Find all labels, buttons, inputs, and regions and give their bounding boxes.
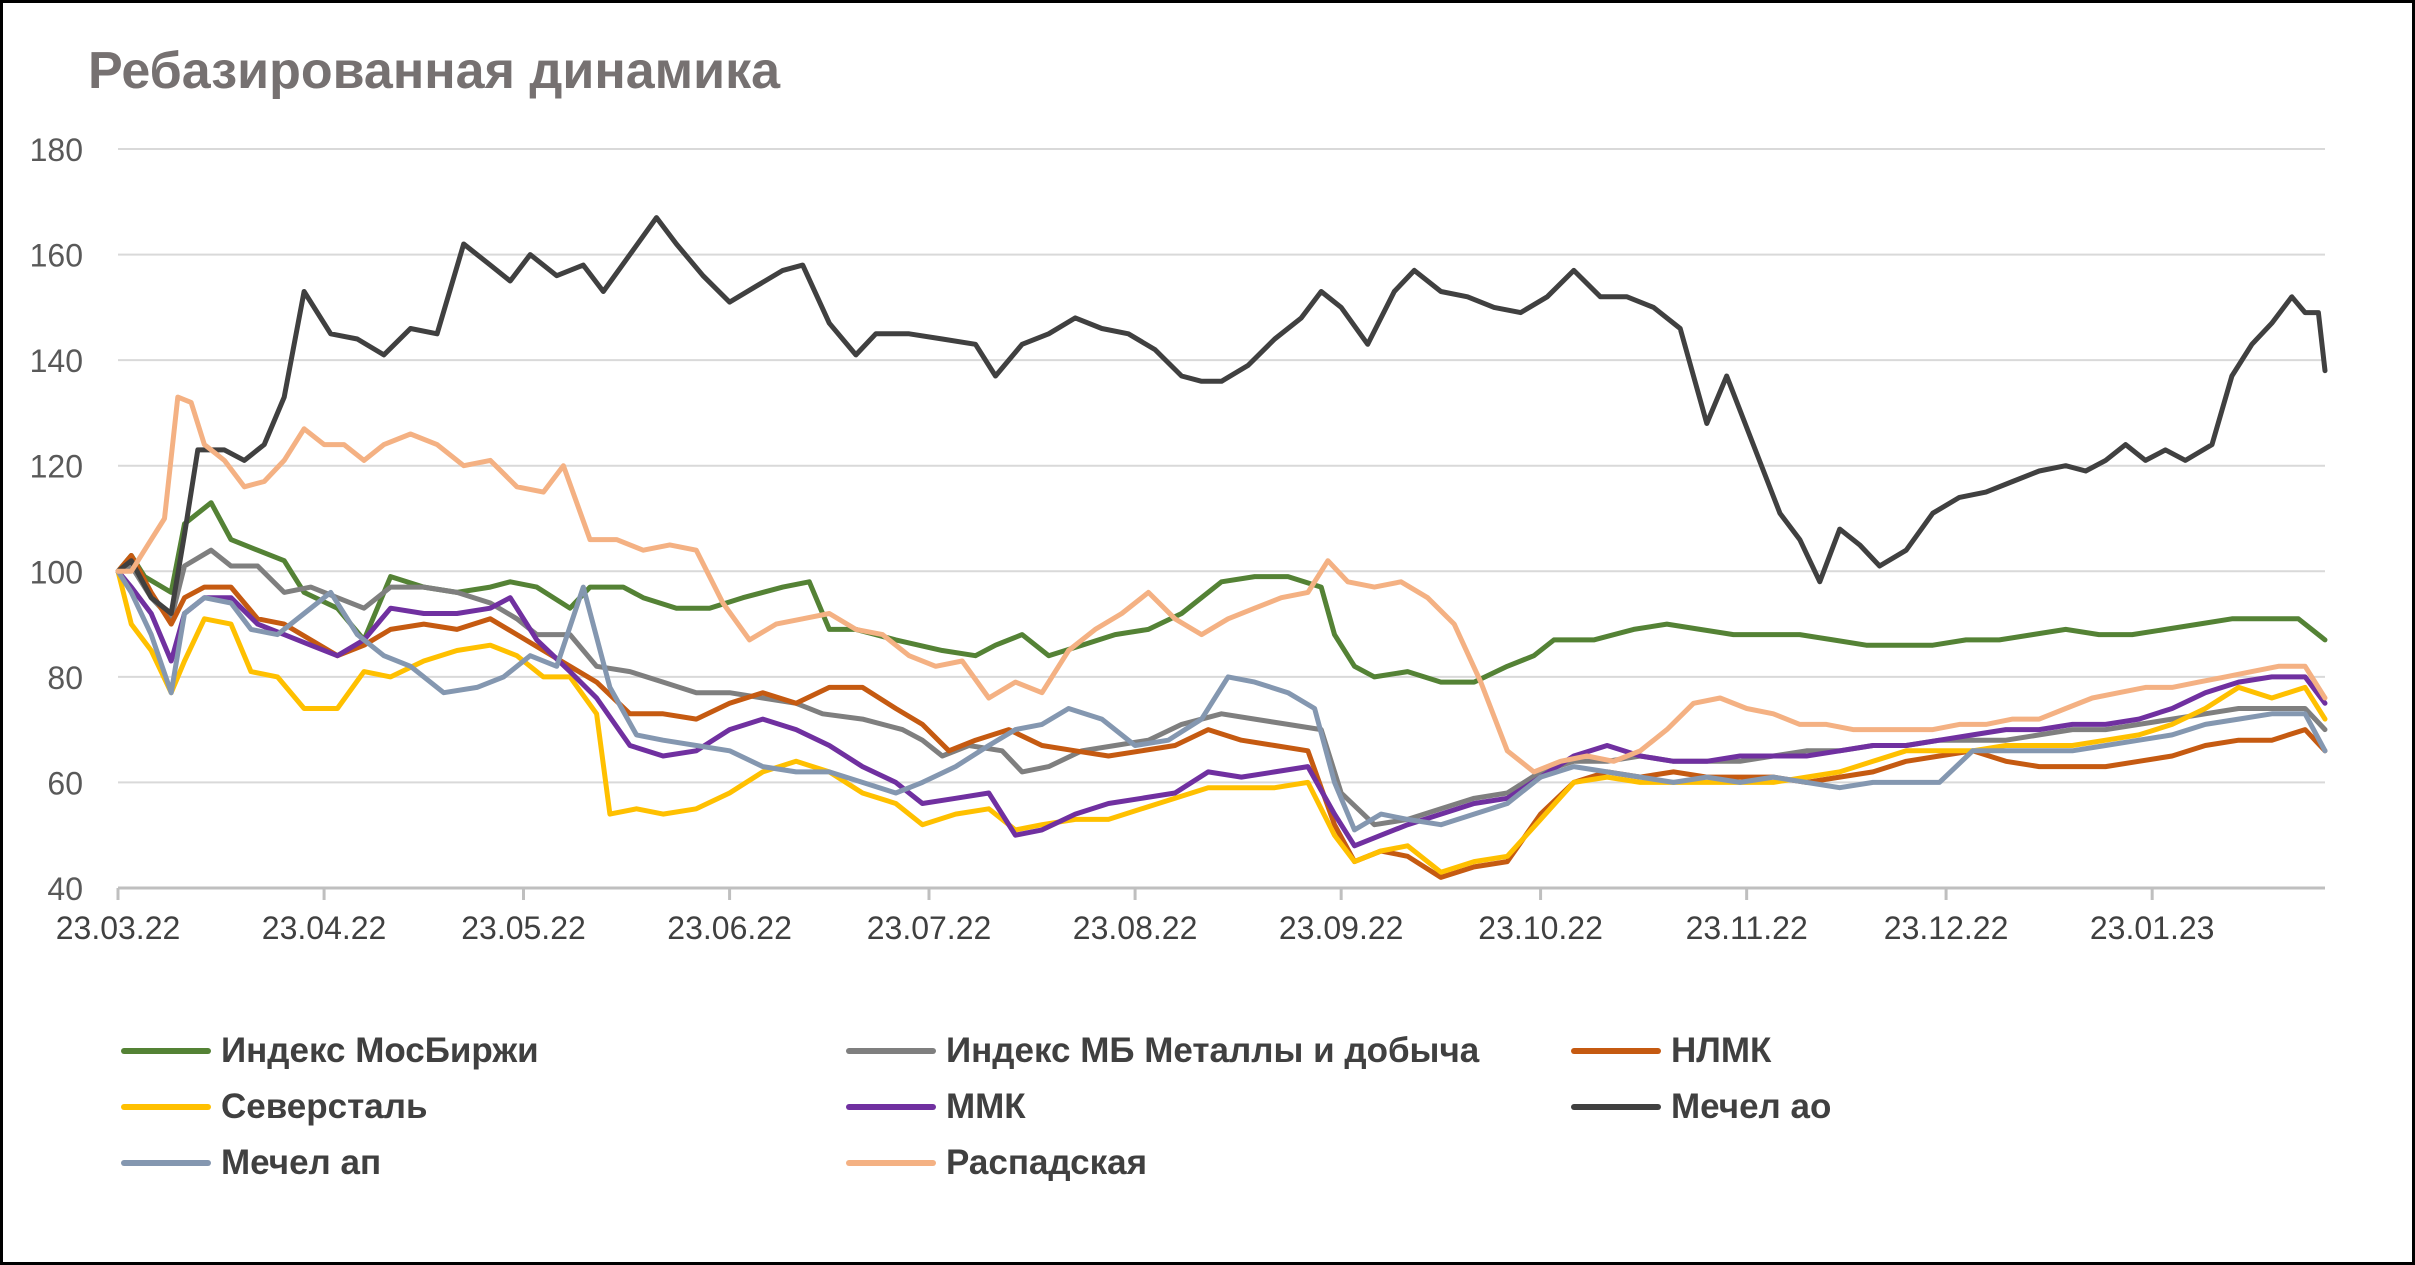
- x-tick-label: 23.12.22: [1884, 910, 2009, 946]
- x-tick-label: 23.10.22: [1478, 910, 1603, 946]
- chart-title: Ребазированная динамика: [88, 42, 781, 100]
- legend-swatch: [1571, 1104, 1661, 1110]
- series-line-8: [115, 394, 2328, 775]
- series-line-6: [115, 215, 2328, 616]
- legend-swatch: [1571, 1048, 1661, 1054]
- y-tick-label: 100: [30, 554, 83, 590]
- legend-swatch: [846, 1048, 936, 1054]
- x-tick-label: 23.03.22: [56, 910, 181, 946]
- y-tick-label: 140: [30, 343, 83, 379]
- legend-label: Мечел ао: [1671, 1087, 1832, 1126]
- legend-item: Индекс МосБиржи: [121, 1031, 846, 1070]
- x-tick-label: 23.06.22: [667, 910, 792, 946]
- legend-swatch: [121, 1048, 211, 1054]
- x-tick-label: 23.08.22: [1073, 910, 1198, 946]
- y-tick-label: 180: [30, 132, 83, 168]
- x-tick-label: 23.07.22: [867, 910, 992, 946]
- legend-label: Мечел ап: [221, 1143, 382, 1182]
- legend-item: НЛМК: [1571, 1031, 2221, 1070]
- legend-item: ММК: [846, 1087, 1571, 1126]
- x-tick-label: 23.04.22: [262, 910, 387, 946]
- legend-label: Распадская: [946, 1143, 1148, 1182]
- line-chart: 40 60 80 100 120 140 160 180 23.03.22 23.04.22 23.…: [30, 132, 2328, 946]
- legend: Индекс МосБиржи Индекс МБ Металлы и добыч…: [121, 1031, 2221, 1182]
- x-tick-label: 23.01.23: [2090, 910, 2215, 946]
- y-tick-label: 40: [47, 871, 83, 907]
- x-tick-label: 23.11.22: [1686, 910, 1808, 946]
- legend-item: Мечел ап: [121, 1143, 846, 1182]
- series-line-3: [115, 553, 2328, 880]
- legend-item: Индекс МБ Металлы и добыча: [846, 1031, 1571, 1070]
- series-line-7: [115, 568, 2328, 833]
- series-line-1: [115, 500, 2328, 685]
- legend-swatch: [121, 1160, 211, 1166]
- legend-item: Распадская: [846, 1143, 1571, 1182]
- legend-label: ММК: [946, 1087, 1026, 1126]
- series-line-5: [115, 568, 2328, 849]
- legend-label: Индекс МосБиржи: [221, 1031, 539, 1070]
- legend-swatch: [121, 1104, 211, 1110]
- legend-label: Северсталь: [221, 1087, 428, 1126]
- legend-item: Северсталь: [121, 1087, 846, 1126]
- y-tick-label: 80: [47, 660, 83, 696]
- y-tick-label: 160: [30, 238, 83, 274]
- legend-label: НЛМК: [1671, 1031, 1772, 1070]
- legend-label: Индекс МБ Металлы и добыча: [946, 1031, 1480, 1070]
- legend-swatch: [846, 1104, 936, 1110]
- legend-swatch: [846, 1160, 936, 1166]
- y-tick-label: 60: [47, 765, 83, 801]
- x-tick-label: 23.09.22: [1279, 910, 1404, 946]
- legend-item: Мечел ао: [1571, 1087, 2221, 1126]
- y-tick-label: 120: [30, 449, 83, 485]
- series-line-4: [115, 568, 2328, 875]
- x-tick-label: 23.05.22: [461, 910, 586, 946]
